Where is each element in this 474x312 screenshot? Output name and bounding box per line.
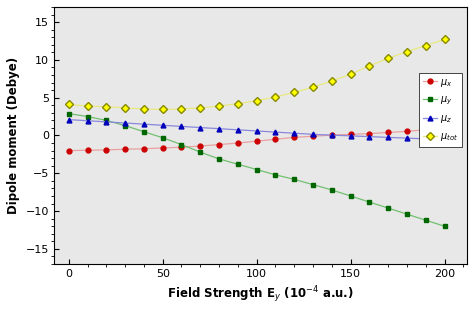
- $\mu_y$: [348, 194, 354, 198]
- $\mu_x$: [348, 133, 354, 136]
- $\mu_z$: [385, 135, 391, 139]
- $\mu_x$: [404, 129, 410, 133]
- $\mu_y$: [216, 157, 222, 161]
- $\mu_{tot}$: [292, 90, 297, 94]
- $\mu_{tot}$: [442, 37, 447, 41]
- $\mu_y$: [122, 124, 128, 128]
- $\mu_x$: [273, 137, 278, 141]
- $\mu_x$: [122, 147, 128, 151]
- $\mu_x$: [216, 143, 222, 146]
- Legend: $\mu_x$, $\mu_y$, $\mu_z$, $\mu_{tot}$: $\mu_x$, $\mu_y$, $\mu_z$, $\mu_{tot}$: [419, 73, 462, 147]
- $\mu_z$: [310, 133, 316, 136]
- $\mu_y$: [66, 112, 72, 115]
- $\mu_y$: [329, 188, 335, 192]
- $\mu_{tot}$: [216, 104, 222, 108]
- $\mu_{tot}$: [179, 107, 184, 111]
- $\mu_y$: [404, 212, 410, 216]
- $\mu_y$: [103, 119, 109, 122]
- $\mu_z$: [254, 129, 259, 133]
- $\mu_{tot}$: [329, 79, 335, 83]
- $\mu_z$: [348, 134, 354, 138]
- Line: $\mu_x$: $\mu_x$: [66, 125, 447, 153]
- $\mu_{tot}$: [404, 50, 410, 53]
- $\mu_x$: [292, 135, 297, 139]
- $\mu_y$: [385, 206, 391, 210]
- $\mu_y$: [141, 130, 147, 134]
- $\mu_y$: [423, 218, 428, 222]
- $\mu_{tot}$: [66, 103, 72, 106]
- $\mu_y$: [179, 143, 184, 146]
- $\mu_z$: [103, 120, 109, 124]
- $\mu_z$: [404, 136, 410, 140]
- $\mu_{tot}$: [254, 99, 259, 103]
- $\mu_{tot}$: [198, 106, 203, 110]
- $\mu_x$: [103, 148, 109, 152]
- $\mu_x$: [329, 133, 335, 137]
- $\mu_y$: [254, 168, 259, 171]
- $\mu_{tot}$: [348, 72, 354, 76]
- $\mu_z$: [179, 124, 184, 128]
- $\mu_{tot}$: [273, 95, 278, 99]
- $\mu_z$: [216, 127, 222, 130]
- X-axis label: Field Strength E$_y$ (10$^{-4}$ a.u.): Field Strength E$_y$ (10$^{-4}$ a.u.): [167, 285, 354, 305]
- $\mu_z$: [198, 126, 203, 129]
- $\mu_x$: [254, 139, 259, 143]
- $\mu_{tot}$: [235, 102, 241, 105]
- $\mu_x$: [85, 149, 91, 152]
- $\mu_x$: [423, 128, 428, 132]
- $\mu_z$: [366, 135, 372, 139]
- $\mu_y$: [198, 150, 203, 154]
- $\mu_y$: [235, 162, 241, 166]
- $\mu_z$: [122, 121, 128, 125]
- $\mu_x$: [366, 132, 372, 135]
- $\mu_z$: [292, 131, 297, 135]
- $\mu_y$: [273, 173, 278, 177]
- $\mu_y$: [442, 224, 447, 228]
- $\mu_{tot}$: [310, 85, 316, 89]
- $\mu_x$: [160, 146, 165, 150]
- $\mu_y$: [310, 183, 316, 187]
- $\mu_{tot}$: [423, 44, 428, 47]
- Line: $\mu_y$: $\mu_y$: [66, 111, 447, 229]
- $\mu_x$: [141, 147, 147, 151]
- $\mu_y$: [366, 200, 372, 204]
- $\mu_x$: [442, 126, 447, 130]
- $\mu_x$: [385, 131, 391, 134]
- Y-axis label: Dipole moment (Debye): Dipole moment (Debye): [7, 57, 20, 214]
- $\mu_x$: [235, 141, 241, 145]
- $\mu_z$: [141, 122, 147, 126]
- $\mu_z$: [442, 138, 447, 142]
- $\mu_z$: [273, 130, 278, 134]
- $\mu_{tot}$: [85, 104, 91, 108]
- $\mu_y$: [292, 178, 297, 181]
- $\mu_z$: [85, 119, 91, 123]
- $\mu_x$: [198, 144, 203, 148]
- $\mu_x$: [179, 145, 184, 149]
- $\mu_z$: [66, 118, 72, 121]
- $\mu_x$: [66, 149, 72, 153]
- $\mu_{tot}$: [160, 108, 165, 111]
- $\mu_y$: [160, 136, 165, 140]
- $\mu_{tot}$: [103, 105, 109, 109]
- $\mu_z$: [423, 137, 428, 141]
- $\mu_z$: [160, 124, 165, 127]
- Line: $\mu_z$: $\mu_z$: [66, 117, 447, 142]
- $\mu_x$: [310, 134, 316, 138]
- $\mu_{tot}$: [366, 64, 372, 68]
- $\mu_z$: [329, 133, 335, 137]
- $\mu_y$: [85, 115, 91, 119]
- $\mu_{tot}$: [122, 106, 128, 110]
- $\mu_z$: [235, 128, 241, 132]
- $\mu_{tot}$: [141, 107, 147, 111]
- $\mu_{tot}$: [385, 56, 391, 60]
- Line: $\mu_{tot}$: $\mu_{tot}$: [66, 37, 447, 112]
